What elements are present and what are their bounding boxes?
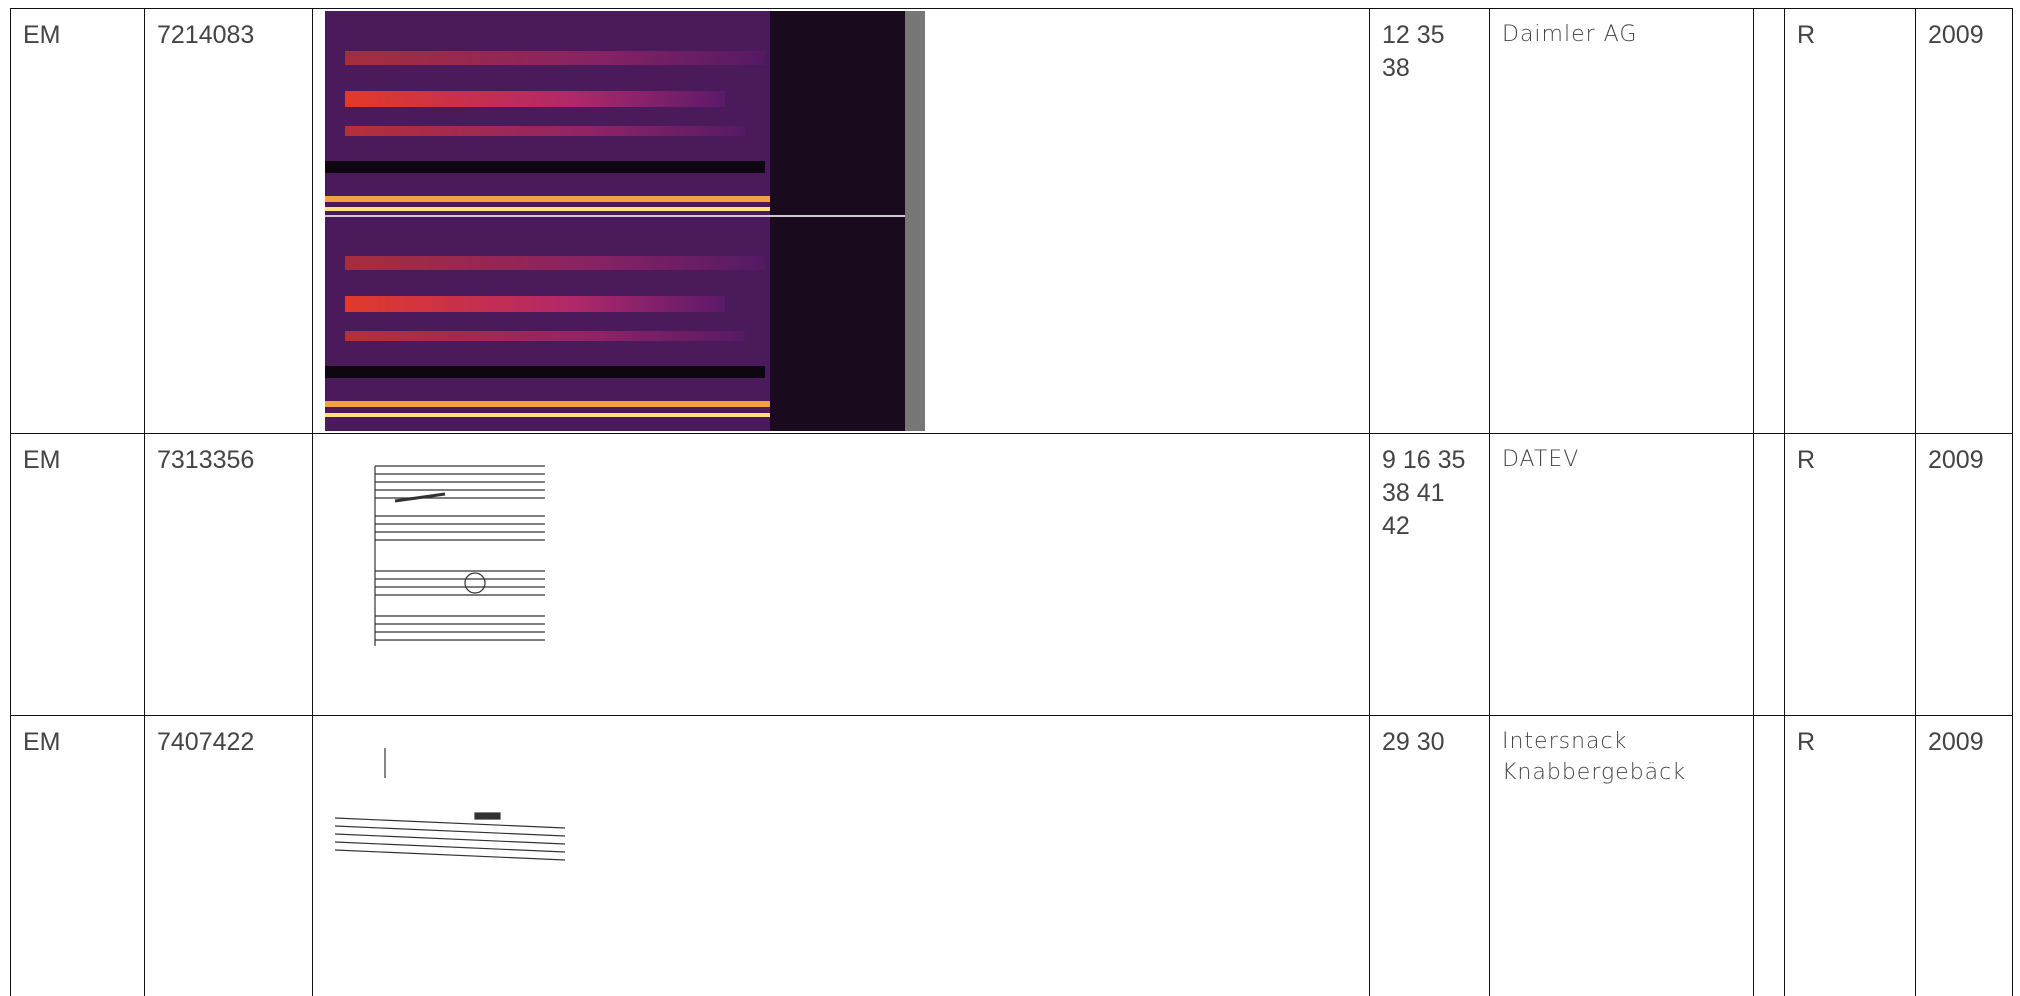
year-cell: 2009	[1916, 9, 2013, 434]
owner-cell: Intersnack Knabbergebäck	[1490, 716, 1754, 996]
classes-cell: 29 30	[1370, 716, 1490, 996]
empty-cell	[1754, 9, 1785, 434]
kind-cell: EM	[11, 434, 145, 716]
number-cell: 7407422	[145, 716, 313, 996]
classes-cell: 12 35 38	[1370, 9, 1490, 434]
empty-cell	[1754, 434, 1785, 716]
number-cell: 7313356	[145, 434, 313, 716]
image-cell	[313, 9, 1370, 434]
status-cell: R	[1785, 9, 1916, 434]
kind-cell: EM	[11, 9, 145, 434]
number-cell: 7214083	[145, 9, 313, 434]
classes-cell: 9 16 35 38 41 42	[1370, 434, 1490, 716]
image-cell	[313, 434, 1370, 716]
status-cell: R	[1785, 716, 1916, 996]
spectrogram-image	[325, 11, 925, 431]
year-cell: 2009	[1916, 434, 2013, 716]
owner-cell: DATEV	[1490, 434, 1754, 716]
image-cell	[313, 716, 1370, 996]
kind-cell: EM	[11, 716, 145, 996]
owner-cell: Daimler AG	[1490, 9, 1754, 434]
status-cell: R	[1785, 434, 1916, 716]
year-cell: 2009	[1916, 716, 2013, 996]
sheet-music-image	[325, 718, 565, 918]
sheet-music-image	[325, 436, 565, 656]
empty-cell	[1754, 716, 1785, 996]
